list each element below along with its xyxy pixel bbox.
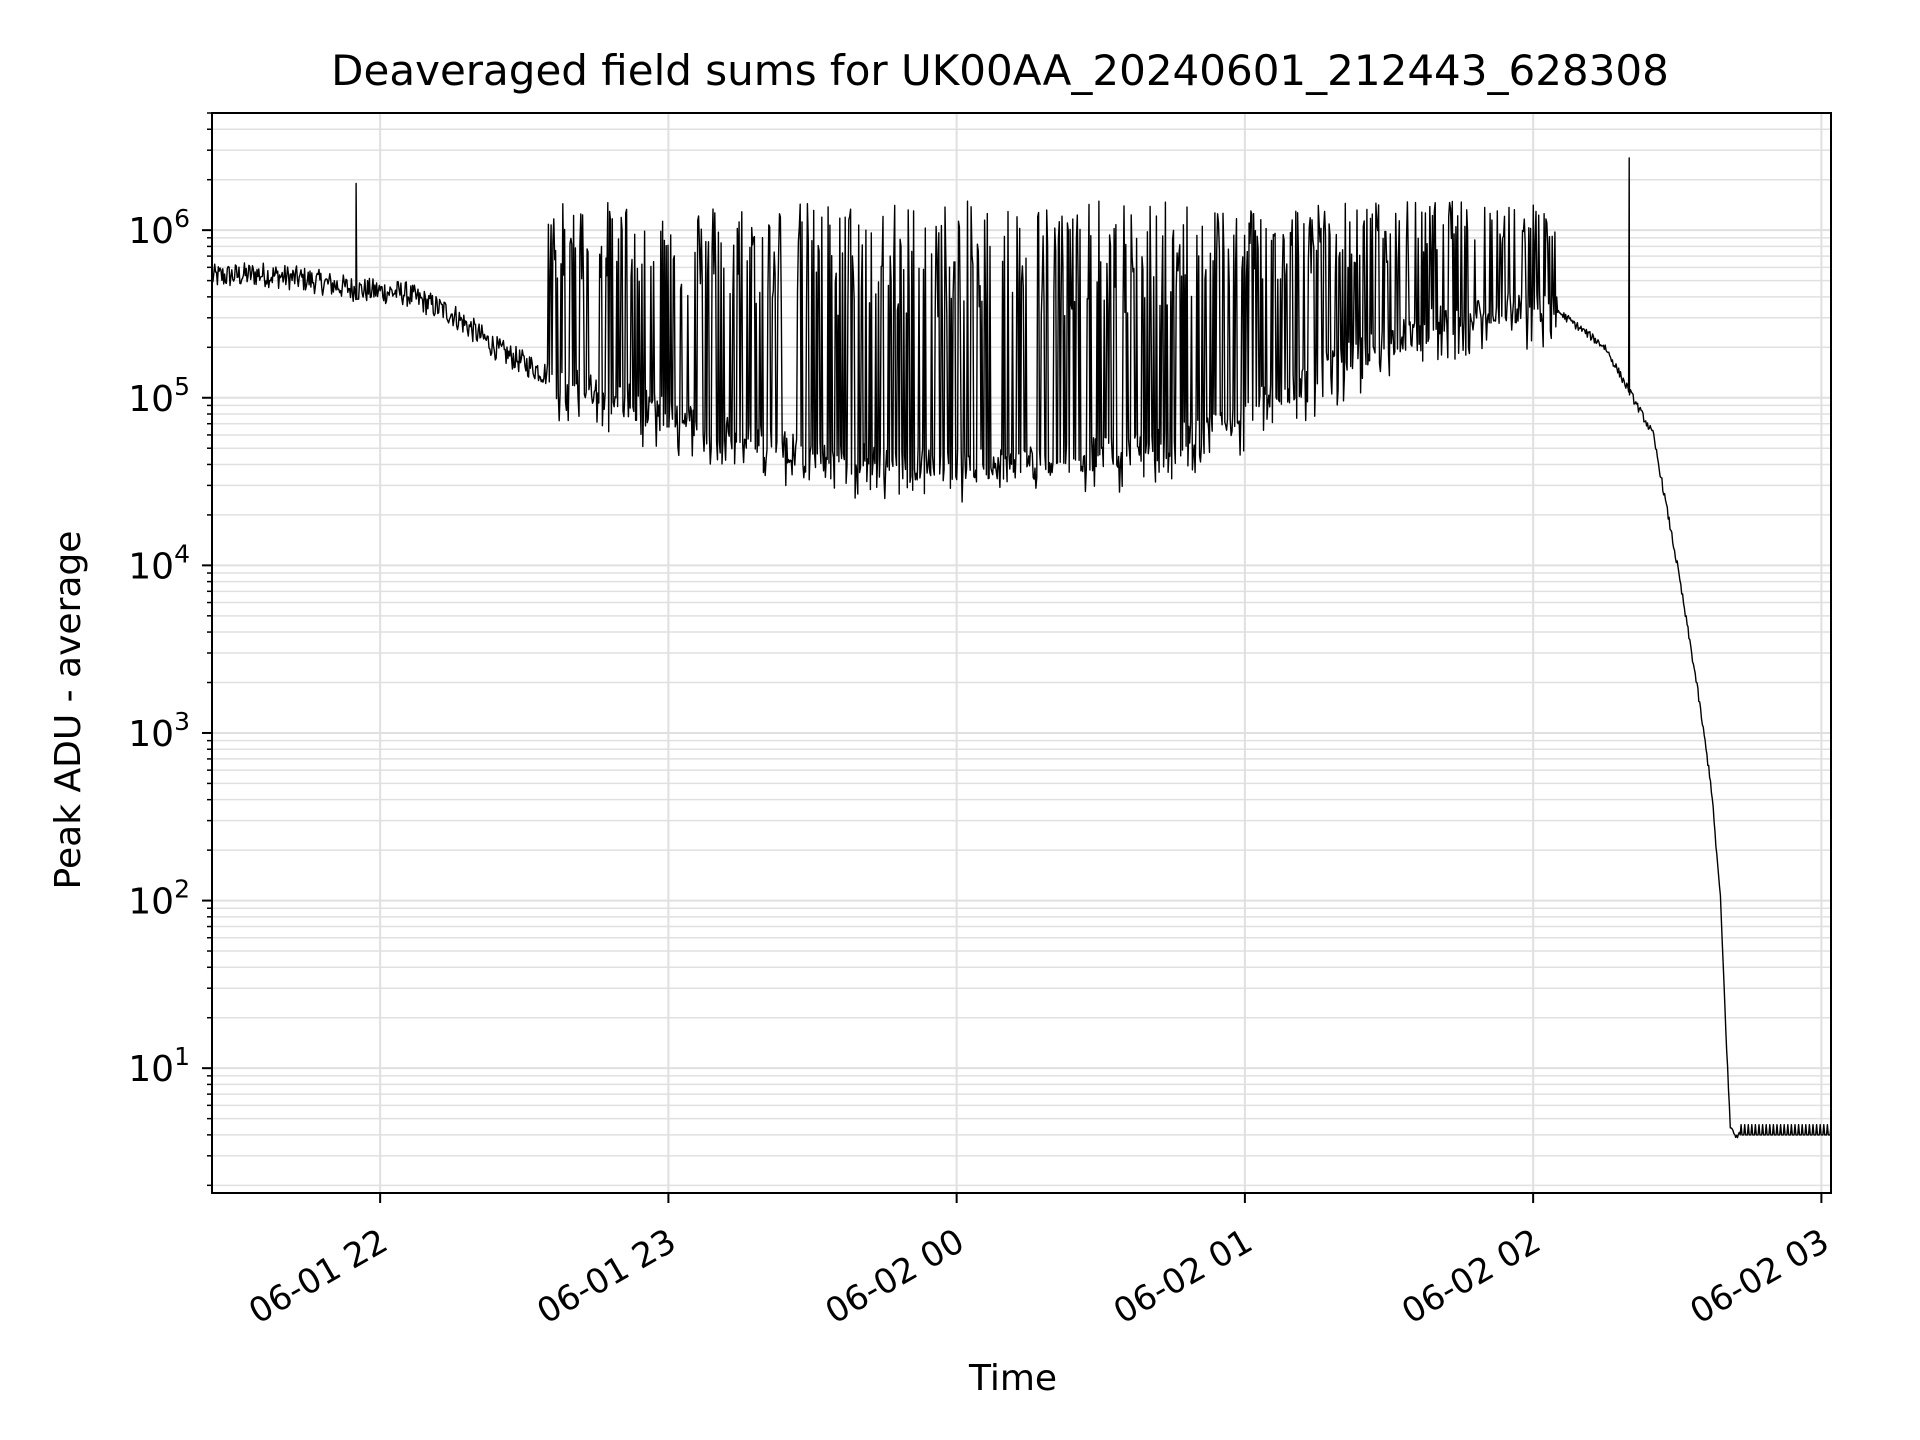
y-tick-label-base: 10 — [128, 211, 174, 252]
y-tick-label: 101 — [128, 1042, 190, 1090]
grid-lines — [212, 112, 1831, 1193]
y-axis-label: Peak ADU - average — [48, 531, 89, 890]
y-tick-label-exponent: 1 — [174, 1042, 190, 1071]
y-tick-label: 106 — [128, 204, 190, 252]
y-tick-label-exponent: 6 — [174, 204, 190, 233]
series-line — [211, 157, 1832, 1139]
y-tick-label-exponent: 5 — [174, 372, 190, 401]
y-tick-label: 102 — [128, 875, 190, 923]
y-tick-label-base: 10 — [128, 714, 174, 755]
y-tick-label-base: 10 — [128, 379, 174, 420]
y-tick-label-exponent: 2 — [174, 875, 190, 904]
y-tick-label-base: 10 — [128, 546, 174, 587]
y-tick-label: 105 — [128, 372, 190, 420]
y-tick-label: 103 — [128, 707, 190, 755]
y-tick-label-exponent: 3 — [174, 707, 190, 736]
y-tick-label-base: 10 — [128, 1049, 174, 1090]
chart-title: Deaveraged field sums for UK00AA_2024060… — [331, 46, 1669, 95]
x-axis-label: Time — [968, 1358, 1057, 1399]
y-tick-label-base: 10 — [128, 882, 174, 923]
y-tick-label-exponent: 4 — [174, 539, 190, 568]
y-tick-label: 104 — [128, 539, 190, 587]
